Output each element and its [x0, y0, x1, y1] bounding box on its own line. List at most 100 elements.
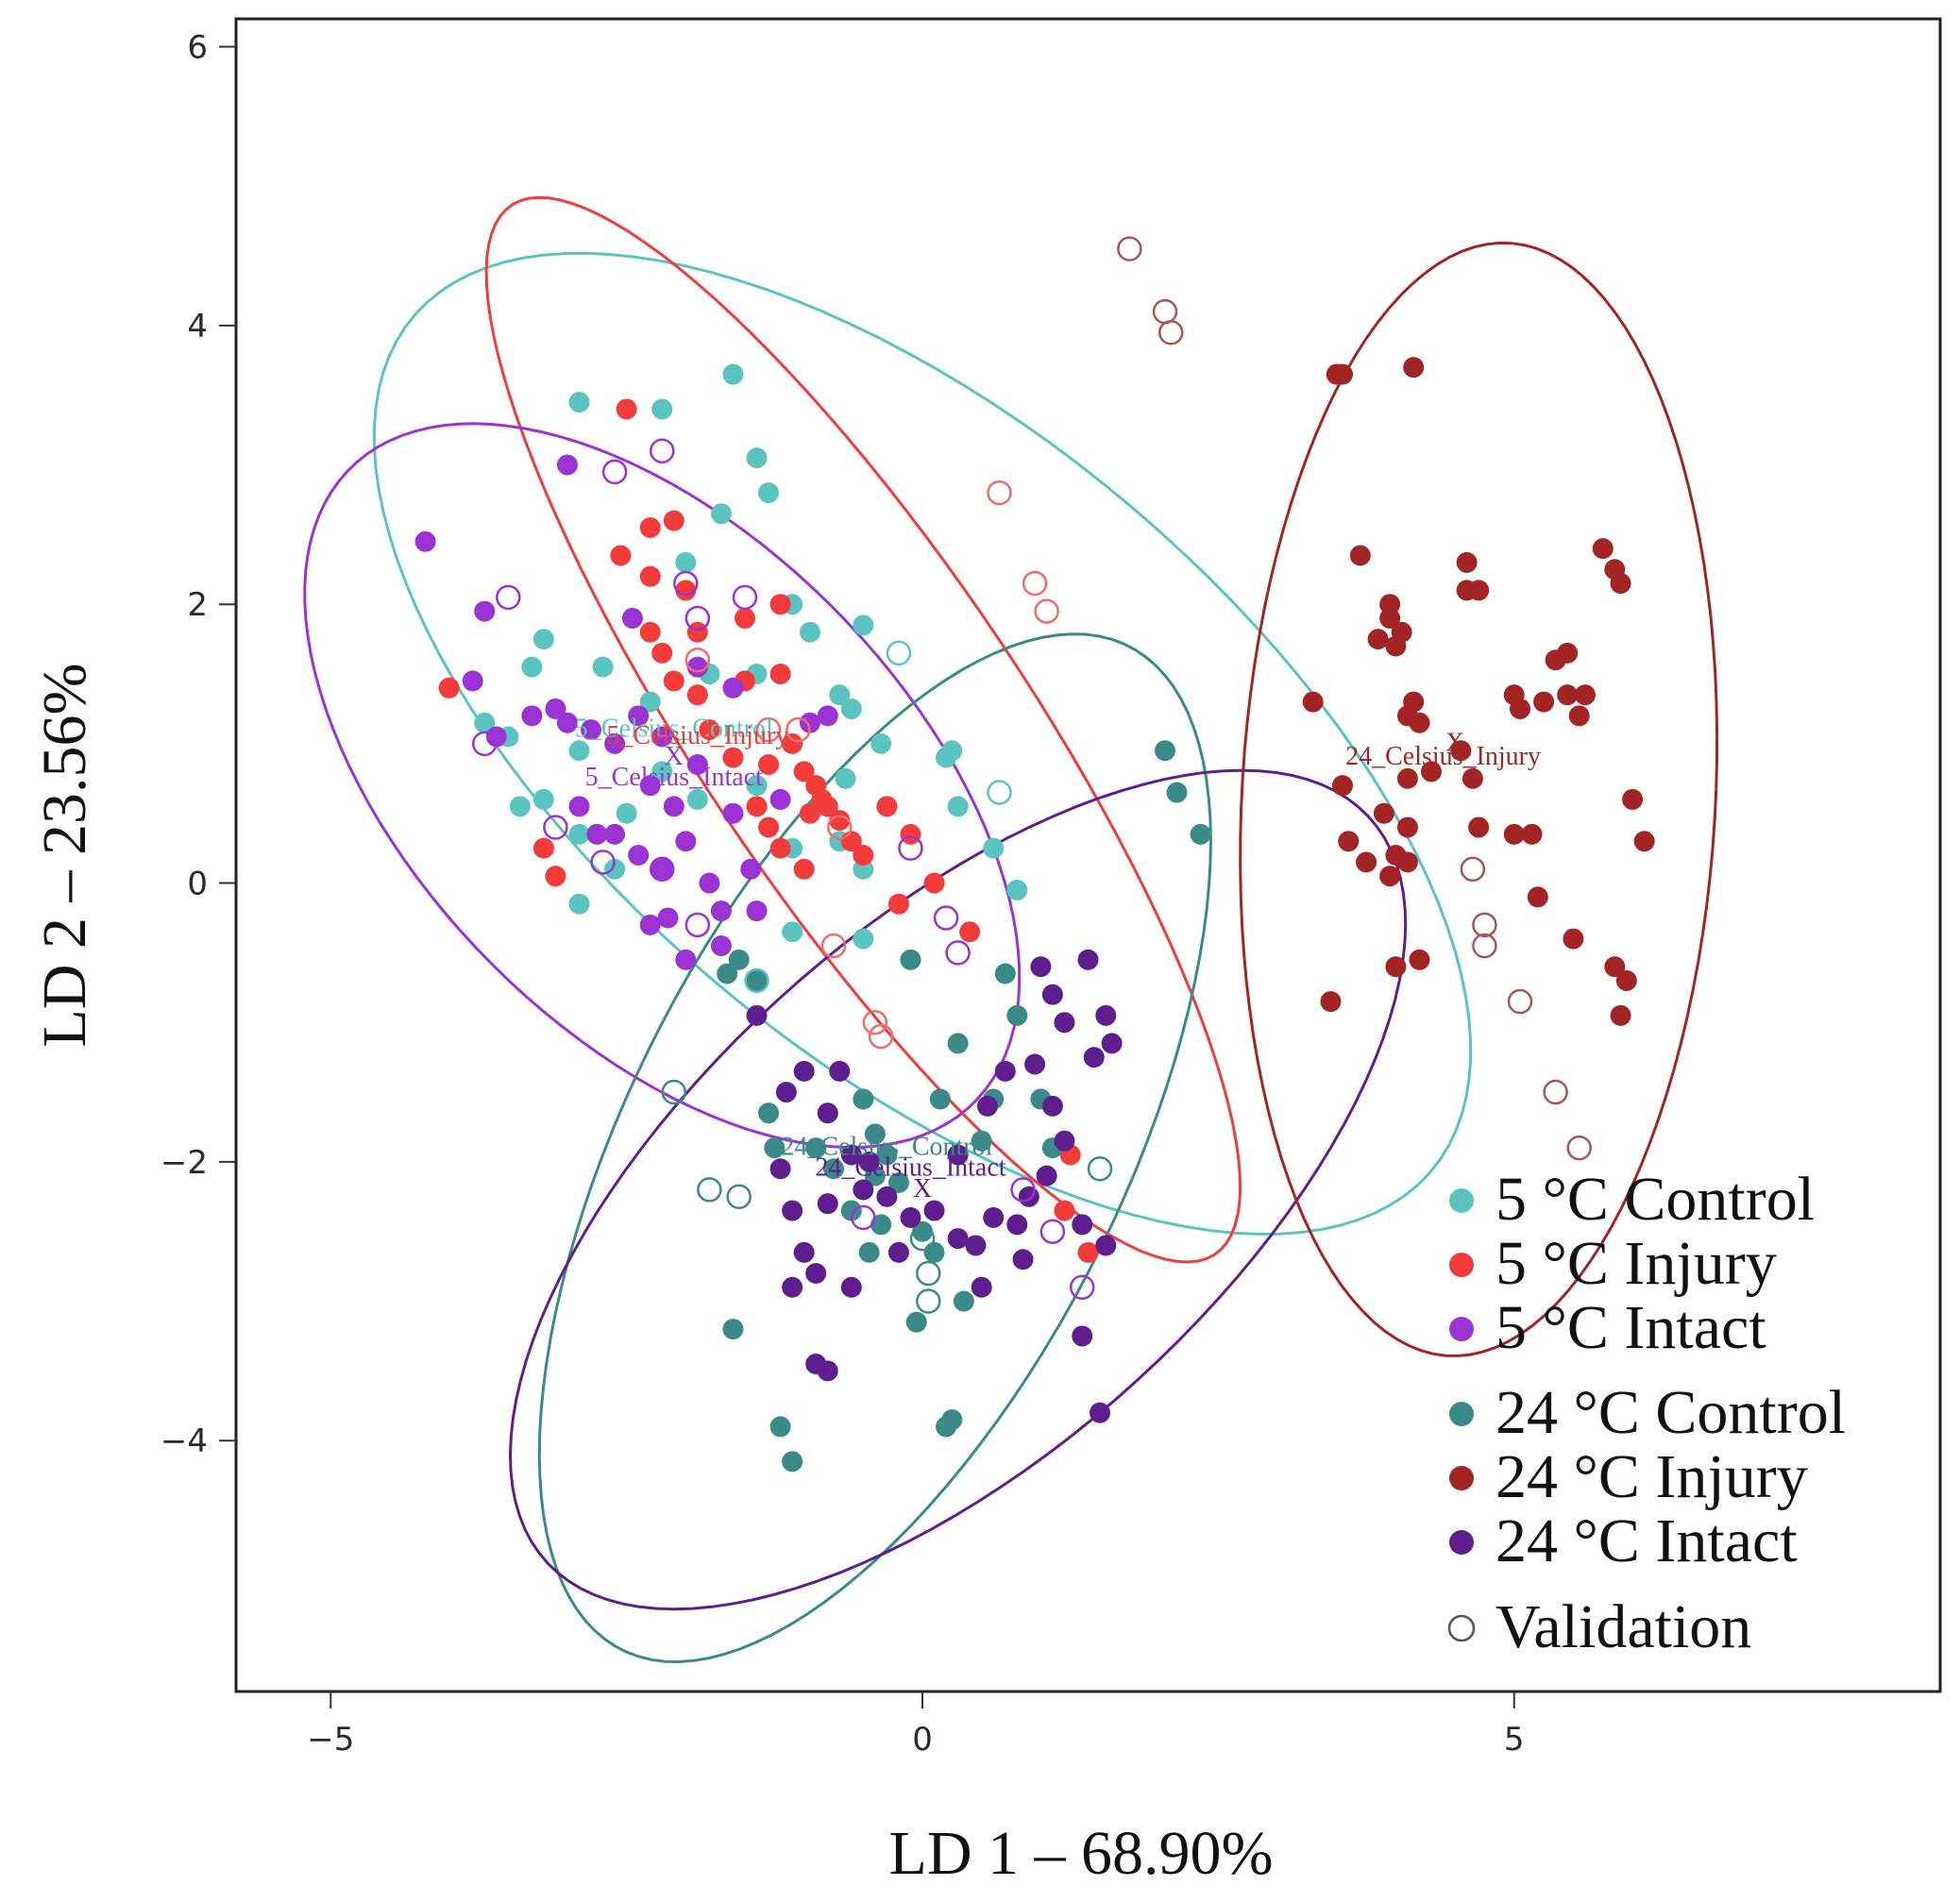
validation-point [755, 716, 782, 743]
group-center-label: 24_Celsius_Injury [1345, 742, 1541, 771]
series-group [717, 740, 1211, 1473]
y-tick-label: 4 [187, 308, 208, 345]
data-point [717, 963, 738, 985]
data-point [581, 719, 602, 741]
validation-point [1566, 1135, 1592, 1161]
data-point [1095, 1004, 1117, 1026]
validation-point [820, 933, 847, 959]
y-tick-label: −4 [161, 1422, 208, 1460]
data-point [799, 621, 820, 643]
data-point [1072, 1214, 1093, 1236]
validation-point [1010, 1177, 1036, 1203]
data-point [1557, 642, 1579, 664]
data-point [675, 580, 697, 601]
data-point [976, 1095, 998, 1117]
data-point [1385, 956, 1407, 978]
data-point [1409, 949, 1430, 970]
data-point [1190, 823, 1211, 845]
validation-point [851, 1204, 876, 1231]
data-point [722, 363, 744, 385]
data-point [870, 1214, 892, 1236]
data-point [568, 823, 590, 845]
data-point [758, 754, 780, 776]
validation-point [684, 648, 711, 673]
data-point [699, 719, 720, 741]
data-point [947, 1228, 969, 1250]
legend-marker [1449, 1188, 1474, 1213]
data-point [675, 831, 697, 852]
data-point [710, 503, 732, 525]
data-point [621, 607, 643, 629]
data-point [639, 775, 661, 797]
data-point [758, 816, 780, 838]
data-point [462, 670, 483, 692]
data-point [823, 1158, 845, 1180]
x-tick-label: −5 [307, 1721, 354, 1759]
data-point [509, 796, 531, 817]
data-point [835, 767, 856, 789]
data-point [971, 1276, 992, 1298]
data-point [805, 1137, 827, 1159]
data-point [1503, 823, 1525, 845]
data-point [616, 398, 637, 420]
validation-point [987, 780, 1012, 805]
data-point [941, 740, 963, 762]
data-point [1338, 831, 1360, 852]
validation-point [898, 835, 923, 861]
data-point [568, 796, 590, 817]
data-point [793, 1060, 815, 1082]
data-point [965, 1235, 987, 1256]
validation-point [471, 731, 498, 757]
validation-point [1087, 1156, 1113, 1182]
data-point [929, 1088, 951, 1110]
data-point [912, 1220, 934, 1242]
data-point [870, 732, 892, 754]
validation-point [933, 905, 959, 931]
centroid-marker: X [665, 742, 684, 771]
validation-point [744, 968, 769, 994]
data-point [1610, 1004, 1631, 1026]
validation-point [1069, 1274, 1095, 1301]
data-point [639, 565, 661, 587]
data-points [414, 236, 1655, 1473]
data-point [686, 788, 708, 810]
data-point [556, 454, 578, 476]
data-point [793, 761, 815, 783]
data-point [971, 1130, 992, 1152]
data-point [1592, 538, 1614, 560]
data-point [769, 1416, 791, 1438]
centroid-marker: X [1445, 728, 1464, 757]
data-point [1622, 788, 1644, 810]
data-point [746, 1004, 768, 1026]
data-point [722, 747, 744, 768]
validation-point [868, 1023, 894, 1050]
data-point [1533, 691, 1555, 713]
data-point [769, 1158, 791, 1180]
data-point [840, 1276, 862, 1298]
data-point [1521, 823, 1543, 845]
data-point [616, 802, 637, 824]
data-point [746, 775, 768, 797]
validation-point [650, 438, 675, 464]
data-point [793, 858, 815, 880]
legend-label: 5 °C Injury [1495, 1229, 1777, 1298]
data-point [1409, 712, 1430, 733]
legend-marker [1449, 1402, 1474, 1426]
data-point [1054, 1012, 1075, 1034]
validation-point [987, 480, 1012, 506]
data-point [1456, 551, 1478, 573]
validation-point [673, 570, 699, 597]
validation-point [909, 1225, 936, 1252]
legend-label: 24 °C Intact [1495, 1506, 1798, 1575]
data-point [829, 684, 851, 706]
data-point [663, 796, 684, 817]
data-point [532, 788, 554, 810]
series-group [471, 236, 1592, 1314]
data-point [746, 796, 768, 817]
data-point [858, 1151, 880, 1172]
data-point [734, 607, 755, 629]
validation-point [590, 850, 616, 875]
data-point [817, 705, 838, 727]
data-point [876, 1144, 898, 1166]
data-point [651, 398, 673, 420]
